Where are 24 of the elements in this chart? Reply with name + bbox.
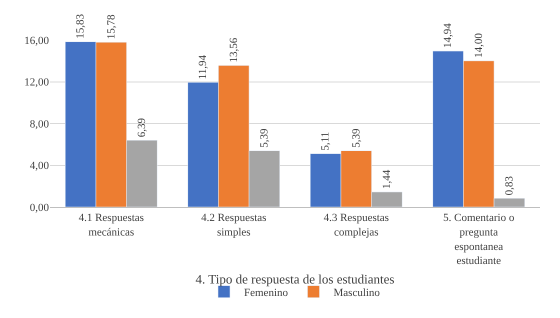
x-tick-label: 4.3 Respuestas complejas [324,212,389,238]
data-label: 11,94 [197,54,210,80]
y-tick-label: 12,00 [24,76,50,89]
data-label: 5,39 [350,128,362,148]
data-label: 0,83 [503,176,516,196]
legend-label: Femenino [244,286,288,299]
data-label: 14,94 [442,22,454,48]
x-tick-label: 4.1 Respuestas mecánicas [78,212,144,238]
data-label: 15,78 [105,14,118,40]
data-label: 13,56 [228,37,240,62]
y-tick-label: 8,00 [30,118,50,130]
data-label: 5,11 [320,132,332,151]
data-label: 6,39 [136,118,148,138]
data-label: 1,44 [380,169,393,189]
y-tick-label: 4,00 [30,160,50,172]
x-tick-label: 5. Comentario o pregunta espontanea estudiante [443,212,515,268]
y-tick-label: 16,00 [24,34,50,47]
data-label: 14,00 [472,32,485,58]
data-label: 5,39 [258,128,270,148]
data-label: 15,83 [74,14,87,39]
x-axis-title: 4. Tipo de respuesta de los estudiantes [196,272,394,287]
legend-label: Masculino [333,286,380,299]
y-tick-label: 0,00 [30,202,50,214]
x-tick-label: 4.2 Respuestas simples [201,212,266,238]
